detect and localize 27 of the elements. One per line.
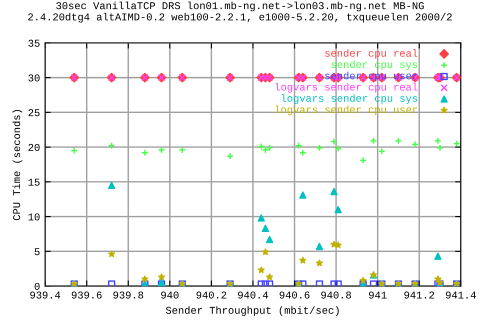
x-tick-label: 941 [369, 292, 387, 299]
y-tick-label: 20 [28, 144, 40, 151]
legend-label: sender cpu real [325, 49, 418, 59]
x-tick-label: 940.6 [280, 292, 310, 299]
x-tick-label: 940.8 [321, 292, 352, 299]
x-tick-label: 941.2 [404, 292, 434, 299]
x-axis-title: Sender Throughput (mbit/sec) [166, 306, 339, 316]
y-tick-label: 10 [28, 213, 40, 220]
chart-title: 30sec VanillaTCP DRS lon01.mb-ng.net->lon03.mb-ng.net MB-NG 2.4.20dtg4 altAIMD-0.2 web100-2.2.1, e1000-5.2.20, txqueuelen 2000/2 [28, 2, 452, 23]
legend-label: logvars sender cpu real [276, 82, 418, 93]
x-tick-label: 939.4 [30, 292, 60, 299]
legend-label: sender cpu sys [331, 60, 418, 70]
legend-label: logvars sender cpu user [276, 105, 418, 116]
y-tick-label: 15 [28, 178, 40, 186]
x-tick-label: 940.2 [196, 292, 226, 299]
x-tick-label: 940.4 [238, 292, 268, 299]
y-tick-label: 5 [34, 248, 40, 256]
y-tick-label: 35 [28, 40, 40, 47]
y-axis-title: CPU Time (seconds) [12, 110, 22, 220]
x-tick-label: 940 [161, 292, 179, 299]
x-tick-label: 939.6 [72, 292, 102, 299]
y-tick-label: 25 [28, 109, 40, 116]
y-tick-label: 30 [28, 74, 40, 82]
y-tick-label: 0 [34, 282, 40, 290]
x-tick-label: 941.4 [446, 292, 476, 299]
x-tick-label: 939.8 [113, 292, 144, 299]
legend-label: logvars sender cpu sys [282, 94, 418, 104]
